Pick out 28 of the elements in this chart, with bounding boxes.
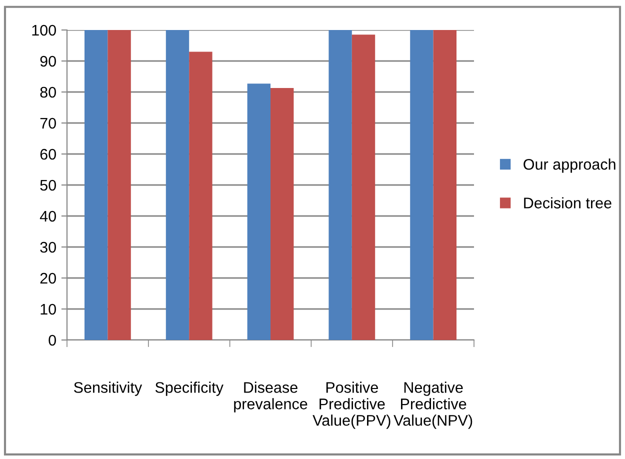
y-tick-label: 50	[40, 180, 56, 191]
x-tick-label: Specificity	[155, 382, 224, 396]
bar	[328, 30, 352, 340]
bar	[166, 30, 190, 340]
x-tick-label: Negative Predictive Value(NPV)	[394, 382, 472, 429]
y-tick-label: 10	[40, 304, 56, 315]
x-tick-label: Positive Predictive Value(PPV)	[312, 382, 390, 429]
y-tick-label: 60	[40, 148, 56, 160]
bar	[108, 30, 131, 340]
y-tick-label: 0	[48, 334, 56, 346]
y-tick-label: 70	[40, 118, 56, 129]
bar	[84, 30, 108, 340]
y-tick-label: 100	[32, 24, 56, 36]
y-tick-label: 80	[40, 86, 56, 98]
x-tick-label: Disease prevalence	[234, 382, 308, 412]
y-tick-label: 30	[40, 242, 56, 253]
bar	[352, 34, 376, 340]
bar	[247, 84, 270, 340]
bar	[433, 30, 456, 340]
bar	[410, 30, 434, 340]
y-tick-label: 40	[40, 210, 56, 222]
legend-label: Decision tree	[524, 197, 612, 208]
bar	[270, 88, 294, 340]
legend-label: Our approach	[524, 158, 616, 173]
y-tick-label: 90	[40, 56, 56, 67]
bar	[189, 52, 212, 340]
x-tick-label: Sensitivity	[74, 382, 142, 396]
y-tick-label: 20	[40, 272, 56, 284]
